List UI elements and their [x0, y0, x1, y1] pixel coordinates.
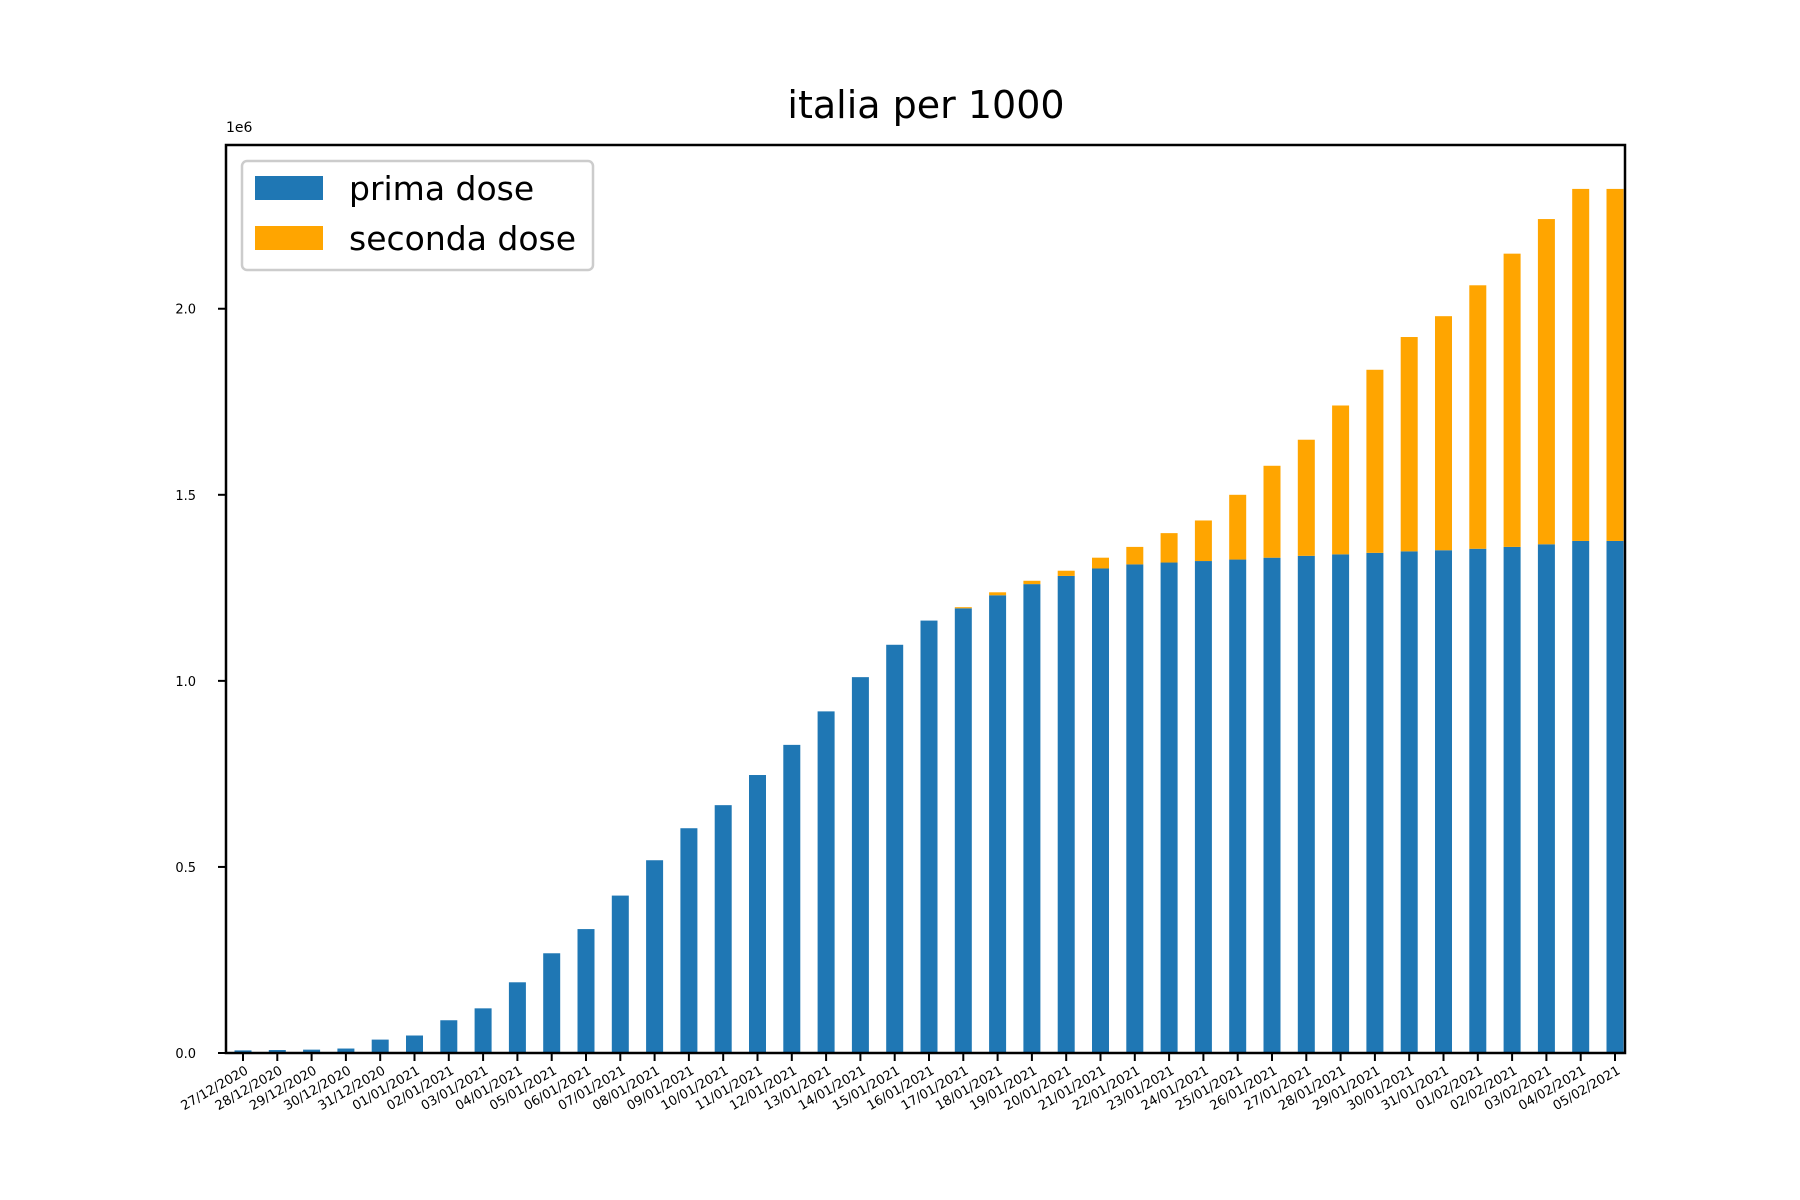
- bar-prima-dose-17: [817, 711, 835, 1053]
- bar-seconda-dose-25: [1092, 557, 1109, 569]
- bar-prima-dose-4: [371, 1039, 389, 1053]
- bar-prima-dose-6: [440, 1020, 458, 1053]
- y-tick-label: 2.0: [175, 303, 196, 318]
- y-tick-label: 1.0: [175, 675, 196, 690]
- bar-prima-dose-13: [680, 828, 698, 1053]
- bar-prima-dose-16: [783, 744, 801, 1053]
- bar-seconda-dose-37: [1503, 253, 1521, 547]
- legend-box: [240, 159, 595, 272]
- chart-title: italia per 1000: [787, 83, 1064, 127]
- bar-prima-dose-26: [1126, 564, 1144, 1053]
- bar-seconda-dose-23: [1023, 580, 1041, 585]
- y-tick-label: 1.5: [175, 489, 196, 504]
- bar-prima-dose-30: [1263, 557, 1281, 1053]
- bar-prima-dose-21: [954, 608, 972, 1053]
- plot-frame: [224, 143, 1627, 1055]
- bar-prima-dose-24: [1057, 575, 1075, 1053]
- bar-prima-dose-29: [1229, 559, 1247, 1053]
- bar-prima-dose-2: [303, 1049, 321, 1053]
- bar-prima-dose-34: [1400, 551, 1418, 1053]
- bar-prima-dose-1: [268, 1050, 286, 1053]
- legend-label-seconda-dose: seconda dose: [349, 219, 576, 258]
- bar-prima-dose-40: [1606, 540, 1624, 1053]
- bar-prima-dose-25: [1092, 568, 1109, 1053]
- bar-seconda-dose-38: [1537, 219, 1555, 545]
- bar-seconda-dose-21: [954, 607, 972, 609]
- bar-prima-dose-15: [749, 775, 766, 1053]
- bar-prima-dose-8: [508, 982, 526, 1053]
- bar-seconda-dose-40: [1606, 188, 1624, 541]
- bar-seconda-dose-36: [1469, 285, 1487, 549]
- bar-prima-dose-39: [1572, 540, 1590, 1053]
- plot-area: 0.00.51.01.52.027/12/202028/12/202029/12…: [175, 188, 1624, 1114]
- bar-prima-dose-18: [851, 677, 869, 1053]
- bar-prima-dose-36: [1469, 548, 1487, 1053]
- bar-prima-dose-9: [543, 953, 561, 1053]
- bar-seconda-dose-28: [1194, 520, 1212, 562]
- bar-prima-dose-22: [989, 595, 1007, 1053]
- bar-seconda-dose-30: [1263, 465, 1281, 558]
- bar-prima-dose-37: [1503, 546, 1521, 1053]
- bar-seconda-dose-34: [1400, 337, 1418, 552]
- bar-prima-dose-33: [1366, 552, 1384, 1053]
- legend-swatch-seconda-dose: [255, 226, 323, 250]
- legend: prima dose seconda dose: [240, 159, 595, 272]
- y-tick-label: 0.5: [175, 861, 196, 876]
- bar-prima-dose-28: [1194, 561, 1212, 1053]
- bar-prima-dose-19: [886, 644, 904, 1053]
- bar-prima-dose-11: [611, 895, 629, 1053]
- bar-seconda-dose-39: [1572, 188, 1590, 541]
- bar-prima-dose-10: [577, 929, 595, 1053]
- bar-prima-dose-14: [714, 805, 732, 1053]
- bar-prima-dose-38: [1537, 544, 1555, 1053]
- bar-seconda-dose-31: [1297, 439, 1315, 556]
- bar-prima-dose-31: [1297, 555, 1315, 1053]
- bar-prima-dose-0: [234, 1050, 252, 1053]
- y-offset-label: 1e6: [226, 120, 253, 136]
- bar-prima-dose-27: [1160, 562, 1178, 1053]
- bar-seconda-dose-24: [1057, 570, 1075, 576]
- bar-seconda-dose-29: [1229, 494, 1247, 560]
- bar-prima-dose-3: [337, 1048, 355, 1053]
- bar-seconda-dose-27: [1160, 533, 1178, 563]
- bar-prima-dose-35: [1435, 550, 1452, 1053]
- legend-swatch-prima-dose: [255, 176, 323, 200]
- bar-seconda-dose-26: [1126, 546, 1144, 565]
- bar-seconda-dose-35: [1435, 316, 1452, 551]
- legend-label-prima-dose: prima dose: [349, 169, 534, 208]
- bar-prima-dose-32: [1332, 554, 1350, 1053]
- y-tick-label: 0.0: [175, 1047, 196, 1062]
- bar-prima-dose-23: [1023, 584, 1041, 1053]
- bar-prima-dose-12: [646, 860, 664, 1053]
- bar-prima-dose-20: [920, 620, 938, 1053]
- bar-seconda-dose-33: [1366, 369, 1384, 553]
- bar-prima-dose-7: [474, 1008, 492, 1053]
- bar-seconda-dose-32: [1332, 405, 1350, 555]
- bar-seconda-dose-22: [989, 592, 1007, 596]
- bar-prima-dose-5: [406, 1035, 423, 1053]
